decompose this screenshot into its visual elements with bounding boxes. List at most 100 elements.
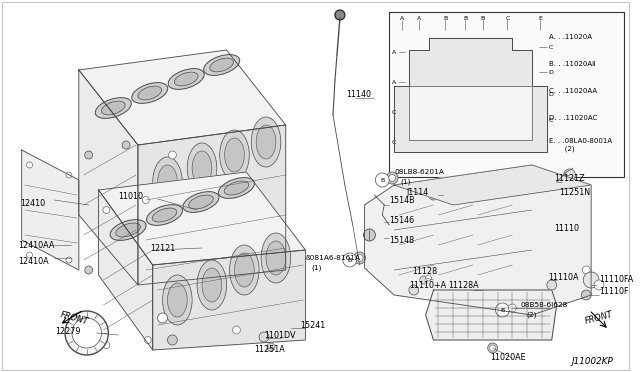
Circle shape (466, 143, 474, 151)
Text: 11110A: 11110A (548, 273, 579, 282)
Circle shape (267, 343, 275, 351)
Text: FRONT: FRONT (584, 310, 614, 326)
Polygon shape (138, 125, 285, 285)
Circle shape (145, 337, 151, 343)
Circle shape (103, 341, 110, 349)
Text: C. . .11020AA: C. . .11020AA (548, 88, 597, 94)
Circle shape (230, 189, 243, 201)
Polygon shape (79, 50, 285, 145)
Text: 08LB8-6201A: 08LB8-6201A (394, 169, 444, 175)
Circle shape (420, 276, 428, 284)
Circle shape (192, 260, 202, 270)
Circle shape (232, 326, 241, 334)
Ellipse shape (189, 195, 213, 209)
Ellipse shape (220, 130, 249, 180)
Circle shape (490, 345, 495, 351)
Circle shape (488, 343, 497, 353)
Text: 11128: 11128 (412, 267, 437, 276)
Ellipse shape (202, 268, 221, 302)
Text: A. . .11020A: A. . .11020A (548, 34, 592, 40)
Text: (1): (1) (400, 179, 410, 185)
Text: A: A (392, 49, 396, 55)
Text: 11020AE: 11020AE (491, 353, 526, 362)
Bar (458, 90, 488, 128)
Ellipse shape (153, 157, 182, 207)
Text: 11110+A: 11110+A (409, 280, 446, 289)
Polygon shape (365, 165, 591, 315)
Circle shape (84, 266, 93, 274)
Circle shape (386, 172, 398, 184)
Circle shape (356, 254, 363, 262)
Ellipse shape (183, 192, 219, 212)
Text: 15146: 15146 (389, 215, 414, 224)
Text: 12410: 12410 (20, 199, 45, 208)
Circle shape (122, 141, 130, 149)
Circle shape (259, 332, 269, 342)
Bar (389, 12, 623, 177)
Ellipse shape (252, 117, 281, 167)
Text: 12279: 12279 (55, 327, 81, 337)
Text: D. . .11020AC: D. . .11020AC (548, 115, 597, 121)
Circle shape (388, 174, 396, 182)
Circle shape (166, 224, 179, 236)
Circle shape (124, 256, 132, 264)
Text: C: C (392, 140, 397, 144)
Ellipse shape (197, 260, 227, 310)
Ellipse shape (102, 101, 125, 115)
Ellipse shape (224, 181, 249, 195)
Text: 08B58-6I628: 08B58-6I628 (520, 302, 568, 308)
Ellipse shape (168, 283, 187, 317)
Text: ß081A6-8161A: ß081A6-8161A (305, 255, 360, 261)
Text: 15241: 15241 (301, 321, 326, 330)
Text: A: A (400, 16, 404, 20)
Circle shape (168, 335, 177, 345)
Ellipse shape (157, 165, 177, 199)
Ellipse shape (225, 138, 244, 172)
Circle shape (426, 275, 431, 281)
Circle shape (469, 303, 477, 311)
Polygon shape (409, 86, 532, 140)
Polygon shape (394, 165, 591, 205)
Text: D: D (548, 70, 554, 74)
Circle shape (103, 206, 110, 214)
Circle shape (547, 280, 557, 290)
Circle shape (594, 280, 604, 290)
Text: 11140: 11140 (346, 90, 371, 99)
Circle shape (66, 172, 72, 178)
Ellipse shape (168, 68, 204, 89)
Ellipse shape (230, 245, 259, 295)
Text: 12410AA: 12410AA (18, 241, 54, 250)
Ellipse shape (192, 151, 212, 185)
Ellipse shape (95, 97, 131, 118)
Circle shape (27, 252, 33, 258)
Ellipse shape (210, 58, 234, 72)
Circle shape (335, 10, 345, 20)
Text: E. . .08LA0-8001A
       (2): E. . .08LA0-8001A (2) (548, 138, 612, 152)
Text: 11128A: 11128A (448, 280, 479, 289)
Ellipse shape (132, 83, 168, 103)
Circle shape (84, 151, 93, 159)
Ellipse shape (110, 219, 146, 240)
Text: 12121: 12121 (150, 244, 175, 253)
Ellipse shape (138, 86, 162, 100)
Ellipse shape (218, 177, 255, 198)
Ellipse shape (187, 143, 217, 193)
Text: 11251N: 11251N (559, 187, 591, 196)
Circle shape (429, 190, 438, 200)
Text: 11110F: 11110F (599, 288, 628, 296)
Circle shape (65, 311, 108, 355)
Text: 12410A: 12410A (18, 257, 49, 266)
Text: B: B (444, 16, 447, 20)
Circle shape (376, 198, 383, 206)
Circle shape (508, 304, 516, 312)
Ellipse shape (163, 275, 192, 325)
Polygon shape (99, 172, 305, 265)
Text: 11110FA: 11110FA (599, 276, 633, 285)
Circle shape (564, 169, 575, 181)
Circle shape (27, 162, 33, 168)
Ellipse shape (261, 233, 291, 283)
Text: B: B (348, 257, 352, 263)
Circle shape (376, 173, 389, 187)
Circle shape (535, 143, 543, 151)
Text: B: B (481, 16, 485, 20)
